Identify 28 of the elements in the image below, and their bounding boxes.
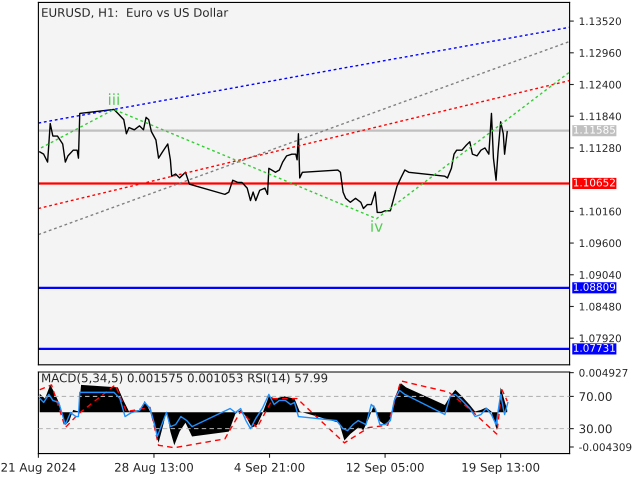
chart-title: MACD(5,34,5) 0.001575 0.001053 RSI(14) 57.99: [42, 373, 328, 384]
x-tick-label: 21 Aug 2024: [1, 462, 76, 474]
line-series: [39, 390, 509, 438]
x-tick-label: 12 Sep 05:00: [346, 462, 424, 474]
annotation: iv: [371, 220, 383, 232]
y-tick-label: 1.09600: [580, 239, 622, 248]
y-tick-label: -0.004309: [579, 443, 632, 452]
ref-line-label: 1.07731: [574, 344, 615, 352]
y2-tick-label: 30.00: [580, 424, 612, 434]
y-tick-label: 1.11840: [580, 112, 622, 120]
y-tick-label: 1.08480: [580, 302, 622, 311]
x-tick-label: 4 Sep 21:00: [234, 462, 304, 474]
x-tick-label: 28 Aug 13:00: [115, 462, 193, 474]
ref-line-label: 1.10652: [574, 178, 615, 187]
y-tick-label: 1.12960: [580, 49, 622, 57]
x-tick-label: 19 Sep 13:00: [462, 462, 540, 474]
annotation: iii: [108, 93, 119, 105]
y-tick-label: 0.004927: [579, 368, 628, 377]
y-tick-label: 1.13520: [580, 17, 622, 26]
y-tick-label: 1.09040: [580, 270, 622, 279]
y-tick-label: 1.10160: [580, 208, 622, 216]
ref-line-label: 1.11585: [574, 126, 615, 134]
y-tick-label: 1.11280: [580, 144, 622, 152]
y-tick-label: 1.07920: [580, 334, 622, 342]
y2-tick-label: 70.00: [580, 392, 612, 402]
ref-line-label: 1.08809: [574, 282, 616, 291]
y-tick-label: 1.12400: [580, 80, 622, 89]
chart-title: EURUSD, H1: Euro vs US Dollar: [42, 8, 228, 18]
